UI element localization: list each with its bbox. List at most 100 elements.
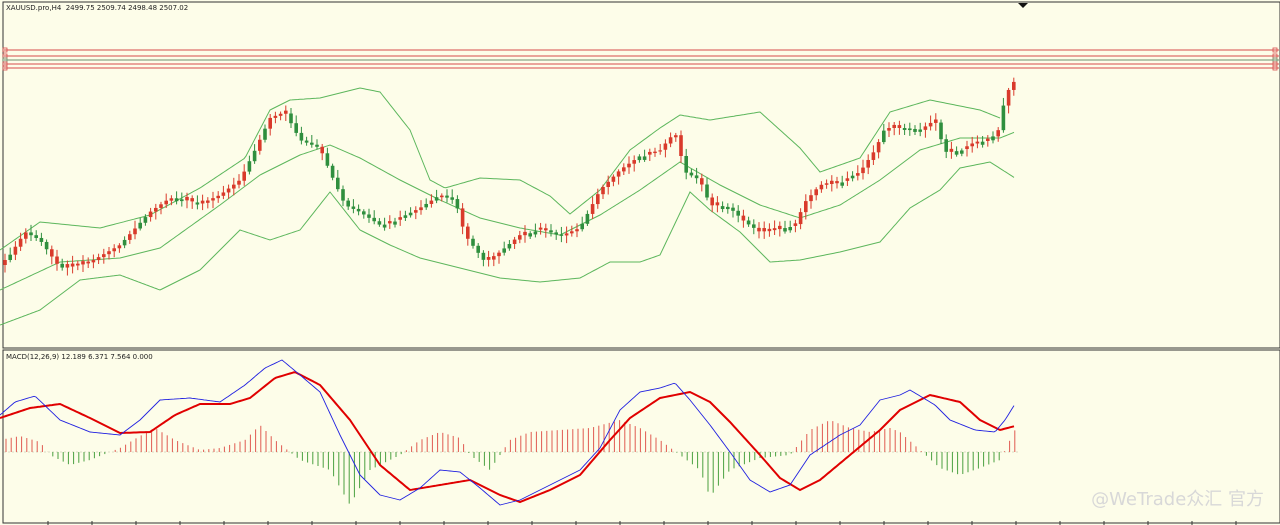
candle-body xyxy=(8,254,12,260)
candle-body xyxy=(60,263,64,268)
candle-body xyxy=(195,202,200,205)
candle-body xyxy=(382,224,387,228)
candle-body xyxy=(408,212,413,216)
horizontal-levels xyxy=(2,47,1279,71)
candle-body xyxy=(388,221,392,224)
candle-body xyxy=(642,156,647,160)
candle-body xyxy=(424,203,428,208)
candle-body xyxy=(81,261,85,265)
candle-body xyxy=(606,181,610,187)
candle-body xyxy=(700,178,704,185)
level-anchor-5 xyxy=(2,65,8,71)
candle-body xyxy=(720,206,725,210)
candle-body xyxy=(86,261,90,264)
candle-body xyxy=(398,217,402,220)
candle-body xyxy=(486,256,491,260)
candle-body xyxy=(668,137,673,144)
candle-body xyxy=(616,171,621,177)
candle-body xyxy=(310,142,314,145)
candle-body xyxy=(268,117,272,129)
candle-body xyxy=(13,246,18,255)
candle-body xyxy=(96,257,101,261)
candle-body xyxy=(492,256,496,260)
candle-body xyxy=(185,196,189,201)
candle-body xyxy=(304,140,309,143)
macd-histogram xyxy=(4,420,1018,504)
candle-body xyxy=(554,232,558,235)
candle-body xyxy=(294,123,298,133)
candle-body xyxy=(559,234,564,236)
candle-body xyxy=(653,151,657,154)
candle-body xyxy=(991,136,995,141)
candle-body xyxy=(580,223,584,230)
candle-body xyxy=(824,183,829,185)
candle-body xyxy=(710,197,714,206)
candle-body xyxy=(206,200,210,203)
candle-body xyxy=(767,228,772,232)
candle-body xyxy=(221,192,226,196)
candle-body xyxy=(65,264,70,268)
candle-body xyxy=(648,151,652,155)
candle-body xyxy=(341,189,345,201)
candle-body xyxy=(429,200,434,204)
candle-body xyxy=(481,252,486,260)
candle-body xyxy=(117,245,122,249)
candle-body xyxy=(897,125,902,128)
candle-body xyxy=(882,130,886,143)
candle-body xyxy=(876,142,881,153)
candle-body xyxy=(226,188,231,193)
candle-body xyxy=(814,189,818,196)
candle-body xyxy=(741,215,746,221)
candle-body xyxy=(1006,89,1011,106)
candle-body xyxy=(970,143,974,147)
candle-body xyxy=(232,184,236,189)
candle-body xyxy=(939,122,943,140)
candle-body xyxy=(507,244,512,249)
candle-body xyxy=(356,208,361,212)
candle-body xyxy=(752,224,756,228)
candle-body xyxy=(367,214,371,218)
candle-body xyxy=(24,232,28,239)
candle-body xyxy=(273,115,278,118)
candle-body xyxy=(679,135,683,156)
candle-body xyxy=(913,128,917,132)
candle-body xyxy=(570,231,574,234)
candle-body xyxy=(575,229,579,232)
candle-body xyxy=(518,235,522,240)
candle-body xyxy=(949,148,954,152)
candle-body xyxy=(471,238,475,246)
candle-body xyxy=(102,254,106,258)
candle-body xyxy=(809,195,813,202)
macd-header: MACD(12,26,9) 12.189 6.371 7.564 0.000 xyxy=(6,353,153,361)
candle-body xyxy=(934,119,938,123)
candle-body xyxy=(1012,81,1016,90)
candle-body xyxy=(351,206,356,209)
candle-body xyxy=(320,146,324,154)
candle-body xyxy=(200,200,205,204)
candle-body xyxy=(169,198,174,201)
candle-body xyxy=(419,207,423,211)
candles xyxy=(3,77,1016,276)
candle-body xyxy=(372,217,376,222)
candle-body xyxy=(663,143,668,150)
level-anchor-1 xyxy=(2,47,8,53)
candle-body xyxy=(850,175,855,179)
candle-body xyxy=(325,153,330,166)
candle-body xyxy=(845,178,850,181)
candle-body xyxy=(866,159,870,168)
candle-body xyxy=(330,165,335,178)
candle-body xyxy=(960,150,964,154)
candle-body xyxy=(211,198,215,201)
candle-body xyxy=(512,239,517,245)
candle-body xyxy=(523,231,527,236)
candle-body xyxy=(76,263,80,266)
candle-body xyxy=(247,161,252,172)
candle-body xyxy=(544,228,548,231)
candle-body xyxy=(658,150,662,152)
candle-body xyxy=(923,126,928,130)
candle-body xyxy=(975,141,980,144)
candle-body xyxy=(585,213,590,224)
macd-line xyxy=(0,359,1015,506)
candle-body xyxy=(174,198,179,202)
